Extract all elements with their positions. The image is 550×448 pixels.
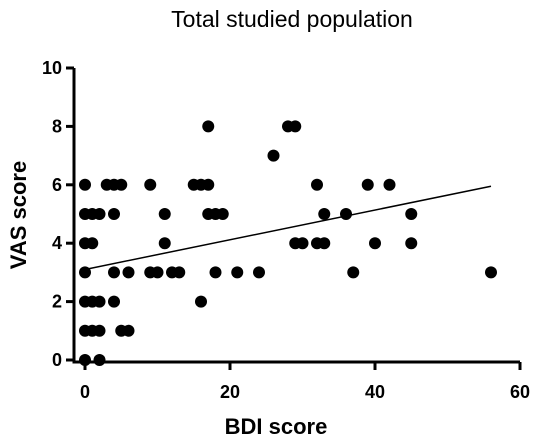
y-tick-label: 6 — [52, 175, 62, 195]
data-point — [209, 266, 222, 279]
data-point — [405, 237, 418, 250]
data-point — [79, 266, 91, 279]
data-point — [383, 178, 396, 191]
axes: 0 2 4 6 8 10 0 20 40 60 — [42, 58, 530, 402]
x-tick-label: 20 — [220, 382, 240, 402]
y-tick-label: 10 — [42, 58, 62, 78]
y-tick-label: 8 — [52, 116, 62, 136]
data-point — [296, 237, 309, 250]
data-point — [216, 208, 229, 220]
data-point — [93, 208, 106, 220]
regression-line — [84, 185, 492, 271]
x-tick-label: 0 — [80, 382, 90, 402]
data-point — [79, 354, 91, 366]
data-point — [253, 266, 265, 279]
data-point — [318, 208, 331, 220]
data-point — [289, 120, 302, 133]
data-point — [340, 208, 352, 220]
x-tick-label: 40 — [365, 382, 385, 402]
data-point — [122, 266, 135, 279]
x-tick-label: 60 — [510, 382, 530, 402]
data-point — [108, 295, 120, 308]
data-point — [108, 208, 120, 220]
data-point — [144, 178, 157, 191]
y-tick-label: 2 — [52, 292, 62, 312]
data-point — [405, 208, 418, 220]
data-point — [361, 178, 374, 191]
data-point — [151, 266, 164, 279]
x-axis-label: BDI score — [225, 414, 328, 439]
data-point — [202, 120, 215, 133]
data-point — [311, 178, 323, 191]
data-point — [86, 237, 99, 250]
data-point — [485, 266, 497, 279]
y-axis-label: VAS score — [6, 161, 31, 269]
data-point — [318, 237, 331, 250]
data-point — [158, 237, 171, 250]
data-point — [93, 295, 106, 308]
data-point — [369, 237, 381, 250]
data-point — [267, 149, 280, 162]
data-point — [115, 178, 128, 191]
fit-line-layer — [84, 185, 492, 271]
points-layer — [79, 120, 497, 366]
data-point — [108, 266, 120, 279]
data-point — [122, 324, 135, 337]
y-tick-label: 0 — [52, 350, 62, 370]
chart-title: Total studied population — [171, 6, 413, 32]
data-point — [231, 266, 244, 279]
data-point — [79, 178, 91, 191]
data-point — [93, 324, 106, 337]
data-point — [158, 208, 171, 220]
data-point — [202, 178, 215, 191]
data-point — [93, 354, 106, 366]
data-point — [347, 266, 360, 279]
y-tick-label: 4 — [52, 233, 62, 253]
data-point — [173, 266, 186, 279]
data-point — [195, 295, 207, 308]
